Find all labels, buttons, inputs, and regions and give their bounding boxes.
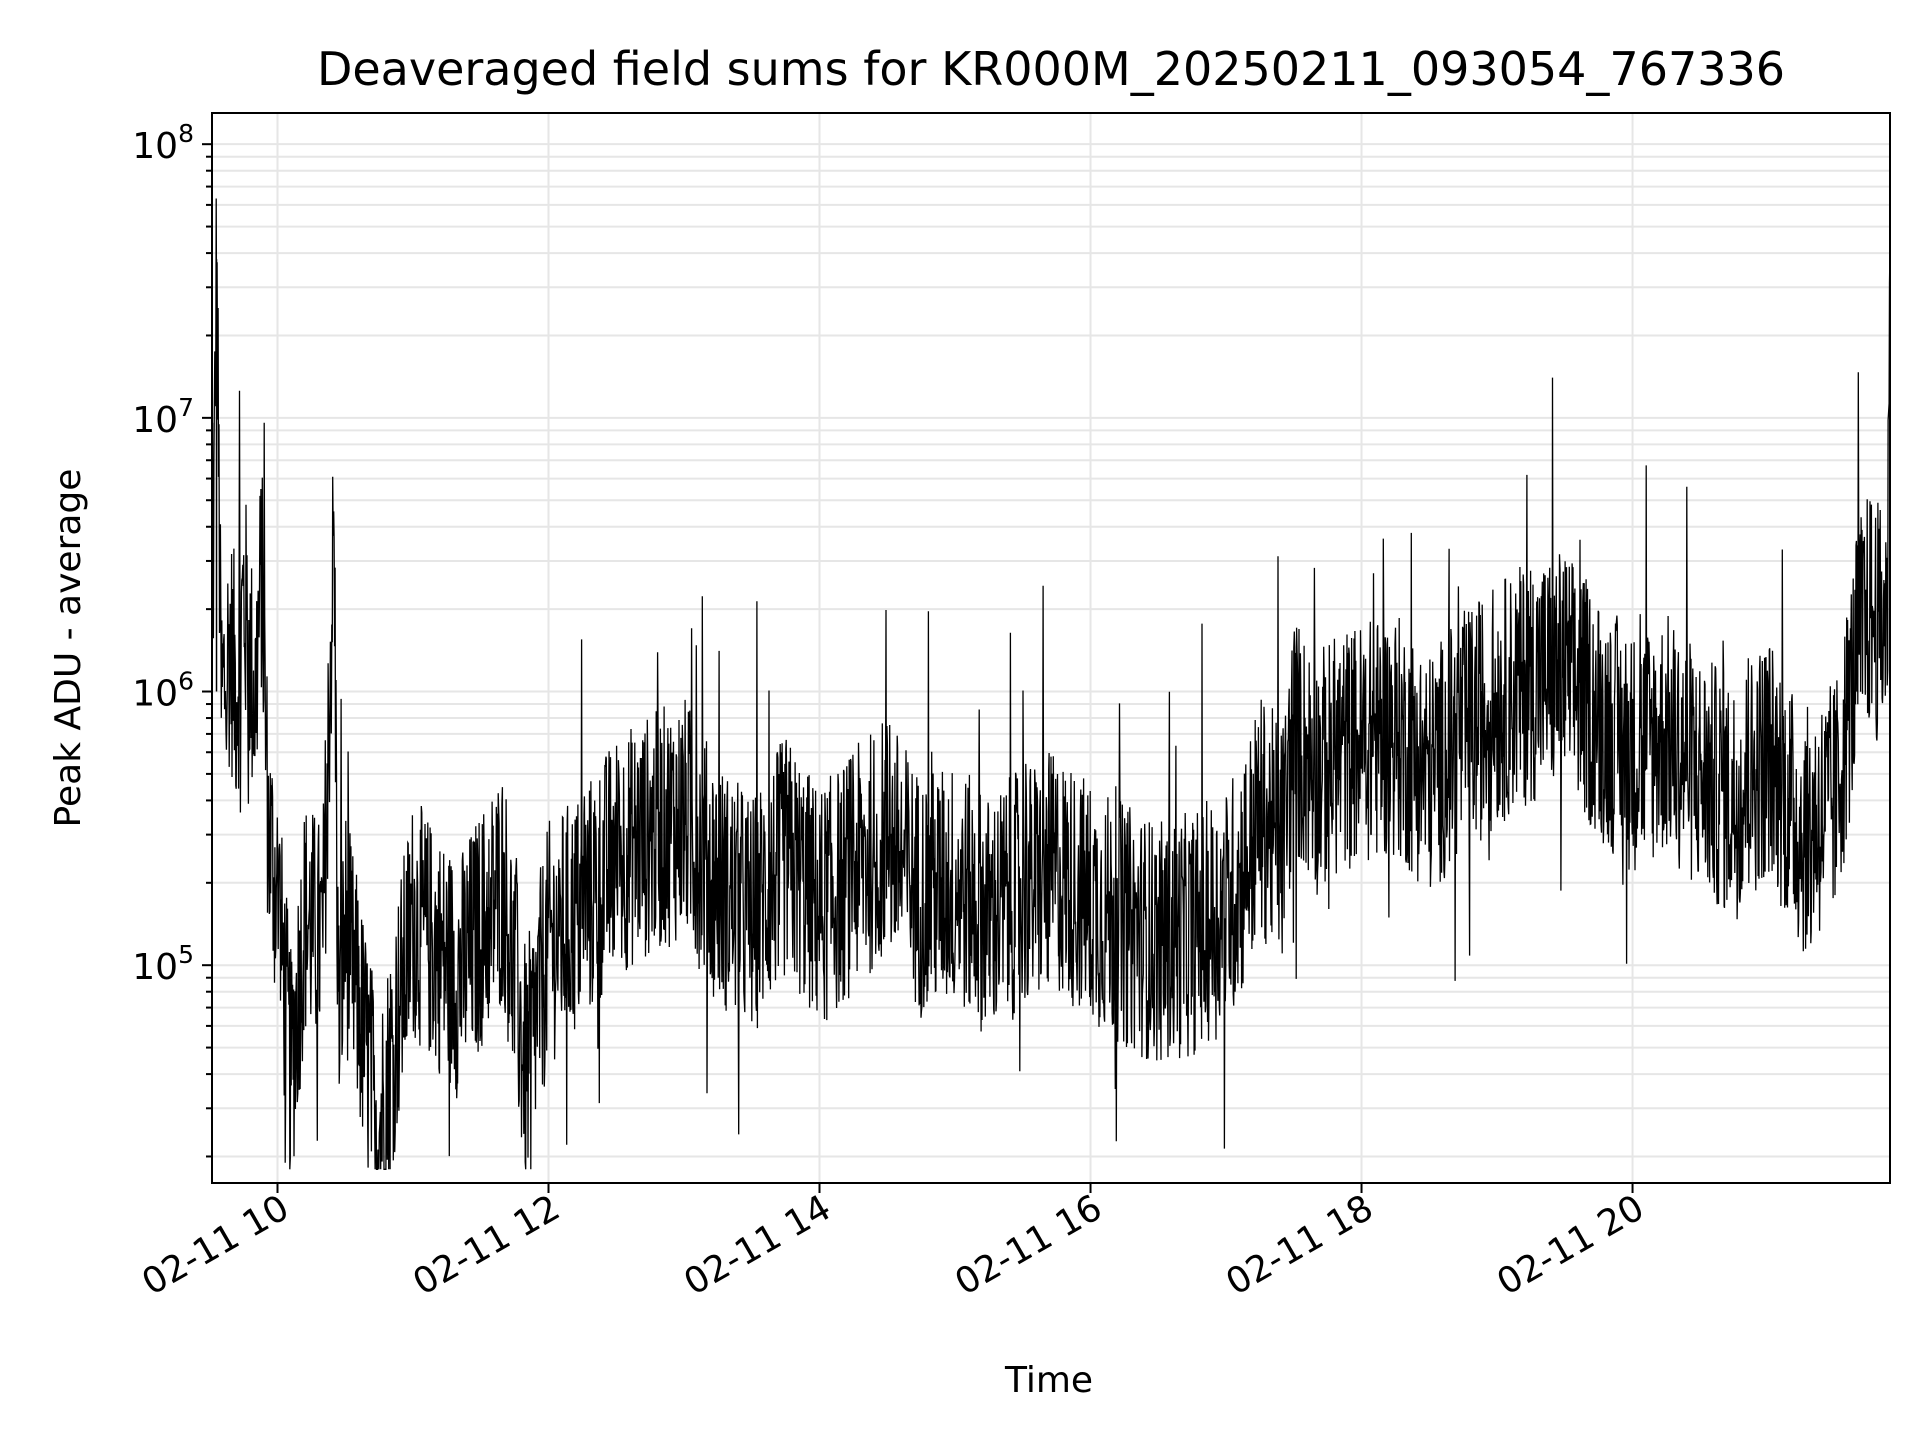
y-tick-base: 10	[132, 674, 178, 715]
y-tick-label: 108	[132, 119, 194, 167]
y-tick-base: 10	[132, 947, 178, 988]
y-tick-exponent: 8	[178, 119, 194, 148]
y-tick-exponent: 6	[178, 667, 194, 696]
chart-title: Deaveraged field sums for KR000M_2025021…	[317, 42, 1785, 96]
y-tick-exponent: 7	[178, 393, 194, 422]
x-axis-label: Time	[1004, 1360, 1093, 1401]
y-tick-base: 10	[132, 126, 178, 167]
series-line	[211, 198, 1891, 1170]
plot-frame	[211, 112, 1891, 1184]
y-tick-base: 10	[132, 400, 178, 441]
y-tick-label: 105	[132, 940, 194, 988]
y-axis-label: Peak ADU - average	[48, 469, 89, 828]
y-tick-exponent: 5	[178, 940, 194, 969]
y-tick-label: 106	[132, 667, 194, 715]
y-tick-label: 107	[132, 393, 194, 441]
